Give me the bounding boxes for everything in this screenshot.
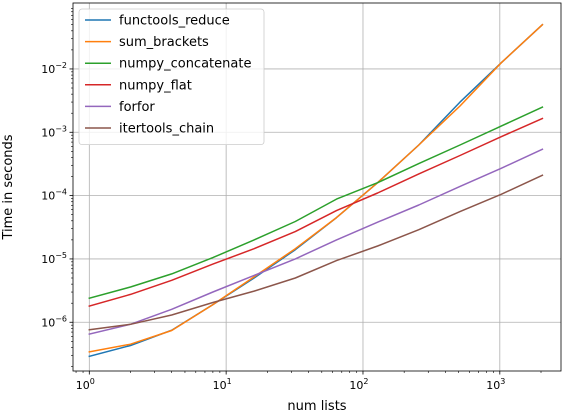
x-tick-label: 102 bbox=[349, 377, 368, 392]
legend-box bbox=[78, 8, 265, 146]
legend-label: itertools_chain bbox=[119, 122, 214, 137]
y-tick-label: 10−2 bbox=[41, 61, 67, 76]
x-axis-ticks: 100 101 102 103 bbox=[75, 371, 542, 392]
legend-label: numpy_concatenate bbox=[119, 57, 251, 72]
series-line-itertools_chain bbox=[88, 174, 544, 331]
legend: functools_reduce sum_brackets numpy_concat… bbox=[78, 8, 265, 146]
x-tick-label: 101 bbox=[213, 377, 232, 392]
legend-label: functools_reduce bbox=[119, 14, 230, 29]
series-line-numpy_flat bbox=[88, 117, 544, 308]
plot-frame bbox=[72, 2, 562, 372]
legend-label: forfor bbox=[119, 100, 155, 115]
series-line-sum_brackets bbox=[88, 23, 544, 353]
x-tick-label: 100 bbox=[76, 377, 95, 392]
y-axis-ticks: 10−6 10−5 10−4 10−3 10−2 bbox=[41, 8, 73, 367]
x-axis-label: num lists bbox=[287, 399, 346, 414]
plot-series bbox=[88, 23, 544, 358]
y-tick-label: 10−3 bbox=[41, 124, 67, 139]
legend-label: numpy_flat bbox=[119, 78, 192, 93]
y-tick-label: 10−6 bbox=[41, 314, 67, 329]
series-line-forfor bbox=[88, 148, 544, 336]
legend-label: sum_brackets bbox=[119, 35, 209, 50]
y-tick-label: 10−5 bbox=[41, 251, 67, 266]
series-line-numpy_concatenate bbox=[88, 106, 544, 300]
y-axis-label: Time in seconds bbox=[1, 134, 16, 240]
y-tick-label: 10−4 bbox=[41, 188, 67, 203]
x-tick-label: 103 bbox=[486, 377, 505, 392]
